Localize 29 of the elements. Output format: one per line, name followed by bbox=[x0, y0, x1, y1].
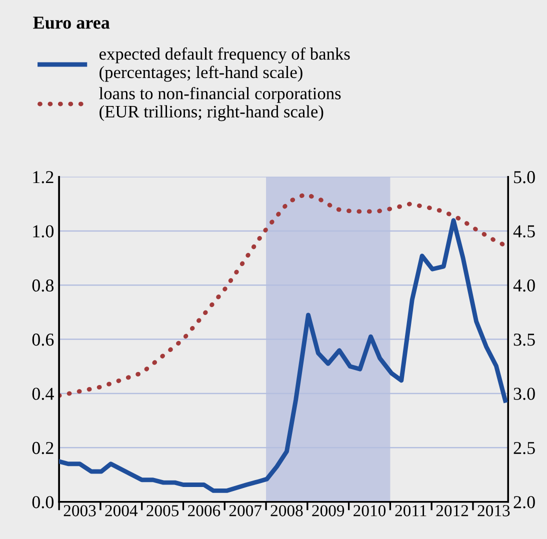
y2-tick-label: 2.5 bbox=[514, 442, 535, 454]
y2-tick-label: 2.0 bbox=[514, 496, 535, 508]
y-tick-label: 1.2 bbox=[33, 171, 54, 184]
y2-tick-label: 3.5 bbox=[514, 334, 535, 346]
x-tick-label: 2004 bbox=[105, 505, 138, 516]
line-series bbox=[59, 218, 508, 493]
x-tick-label: 2009 bbox=[312, 505, 344, 516]
y-tick-label: 0.2 bbox=[32, 442, 54, 454]
chart-title: Euro area bbox=[33, 16, 110, 29]
x-tick-label: 2003 bbox=[64, 505, 96, 516]
x-tick-label: 2012 bbox=[436, 505, 468, 516]
y-tick-label: 0.0 bbox=[32, 496, 54, 508]
y-tick-label: 0.6 bbox=[32, 334, 54, 346]
x-tick-label: 2005 bbox=[146, 505, 179, 516]
y-tick-label: 1.0 bbox=[33, 225, 54, 238]
x-tick-label: 2010 bbox=[354, 505, 386, 516]
x-tick-label: 2011 bbox=[395, 505, 426, 516]
y2-tick-label: 4.5 bbox=[513, 225, 535, 238]
x-tick-label: 2013 bbox=[478, 505, 510, 516]
legend-label: loans to non-financial corporations (EUR trillions; right-hand scale) bbox=[99, 86, 341, 122]
x-tick-label: 2008 bbox=[270, 505, 303, 516]
y2-tick-label: 3.0 bbox=[514, 388, 535, 400]
y-tick-label: 0.4 bbox=[32, 388, 54, 400]
y2-tick-label: 5.0 bbox=[514, 171, 535, 184]
y-tick-label: 0.8 bbox=[32, 279, 54, 292]
legend-label: expected default frequency of banks (percentages; left-hand scale) bbox=[99, 47, 350, 82]
y2-tick-label: 4.0 bbox=[513, 279, 535, 292]
x-tick-label: 2006 bbox=[188, 505, 220, 516]
x-tick-label: 2007 bbox=[229, 505, 262, 516]
